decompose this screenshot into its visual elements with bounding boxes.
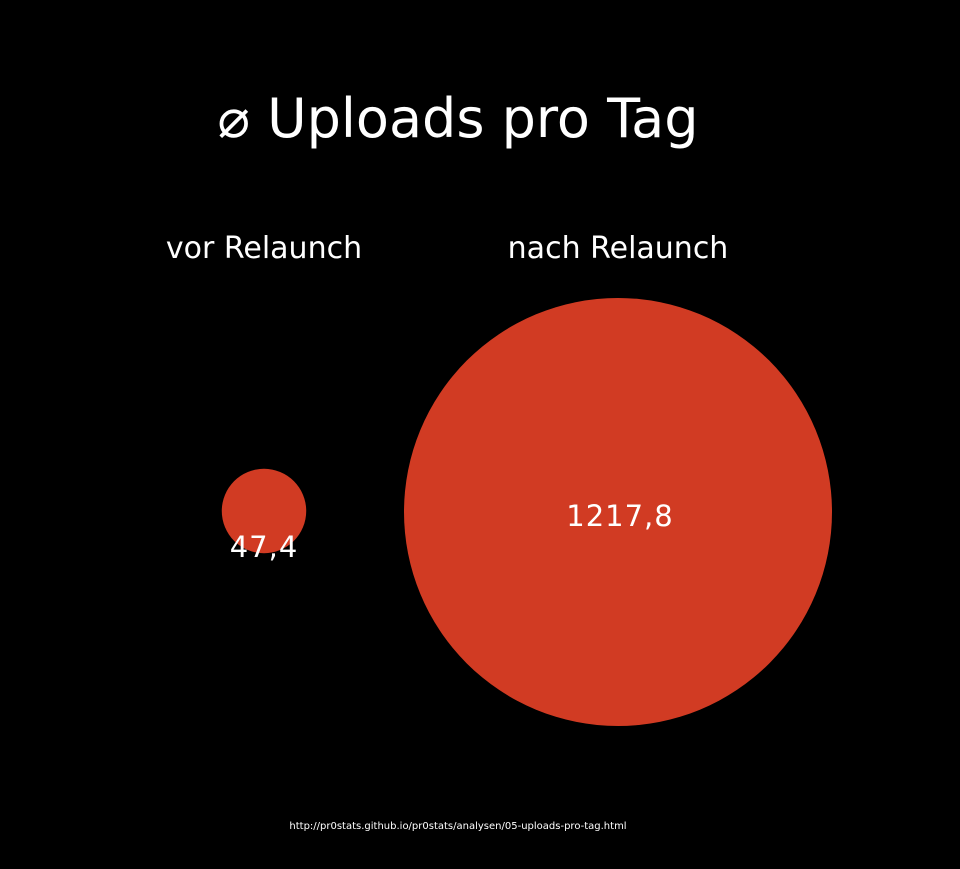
source-url: http://pr0stats.github.io/pr0stats/analy… [289,821,626,832]
bubble-nach-relaunch [404,298,832,726]
value-label-nach-relaunch: 1217,8 [566,499,673,533]
bubble-vor-relaunch [221,468,307,554]
chart-title: ⌀ Uploads pro Tag [217,87,698,150]
value-label-vor-relaunch: 47,4 [230,530,299,564]
category-label-vor-relaunch: vor Relaunch [166,231,362,266]
category-label-nach-relaunch: nach Relaunch [508,231,729,266]
